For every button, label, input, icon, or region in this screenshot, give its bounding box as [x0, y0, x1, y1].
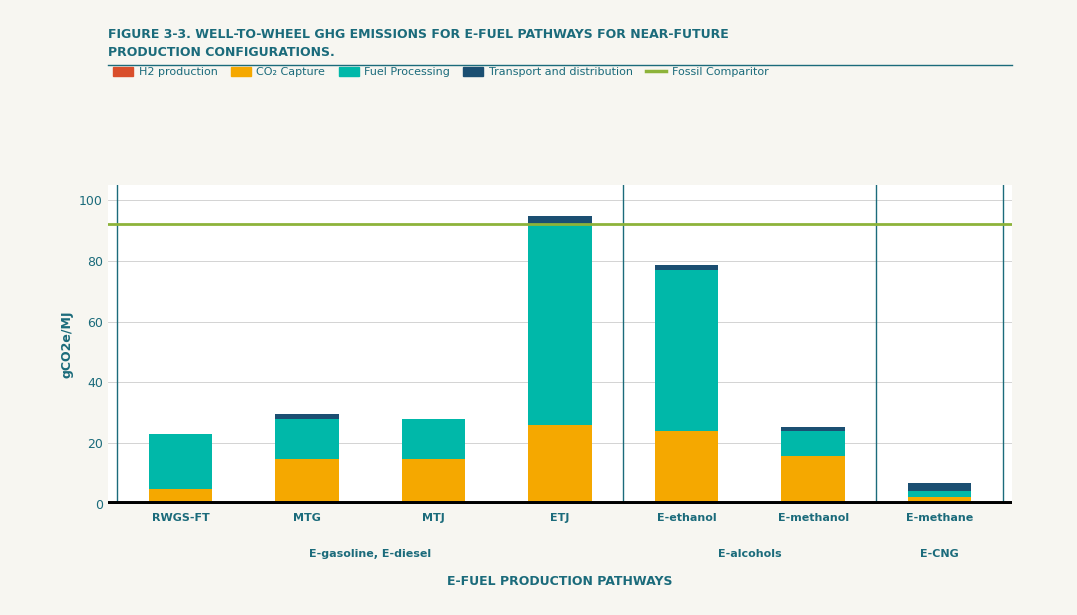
Bar	[782, 431, 844, 456]
Bar	[782, 427, 844, 431]
Bar	[276, 459, 338, 504]
Bar	[402, 419, 465, 459]
Bar	[908, 491, 971, 497]
Bar	[529, 224, 591, 425]
Text: E-FUEL PRODUCTION PATHWAYS: E-FUEL PRODUCTION PATHWAYS	[447, 574, 673, 588]
Text: PRODUCTION CONFIGURATIONS.: PRODUCTION CONFIGURATIONS.	[108, 46, 335, 59]
Bar	[276, 419, 338, 459]
Bar	[276, 415, 338, 419]
Bar	[529, 425, 591, 504]
Bar	[402, 459, 465, 504]
Bar	[149, 489, 212, 504]
Bar	[149, 434, 212, 489]
Bar	[655, 265, 718, 270]
Bar	[908, 497, 971, 504]
Text: E-alcohols: E-alcohols	[718, 549, 782, 559]
Bar	[655, 431, 718, 504]
Bar	[529, 216, 591, 224]
Legend: H2 production, CO₂ Capture, Fuel Processing, Transport and distribution, Fossil : H2 production, CO₂ Capture, Fuel Process…	[109, 62, 773, 81]
Text: FIGURE 3-3. WELL-TO-WHEEL GHG EMISSIONS FOR E-FUEL PATHWAYS FOR NEAR-FUTURE: FIGURE 3-3. WELL-TO-WHEEL GHG EMISSIONS …	[108, 28, 728, 41]
Bar	[908, 483, 971, 491]
Bar	[655, 270, 718, 431]
Bar	[782, 456, 844, 504]
Text: E-gasoline, E-diesel: E-gasoline, E-diesel	[309, 549, 431, 559]
Text: E-CNG: E-CNG	[920, 549, 959, 559]
Y-axis label: gCO2e/MJ: gCO2e/MJ	[60, 311, 73, 378]
